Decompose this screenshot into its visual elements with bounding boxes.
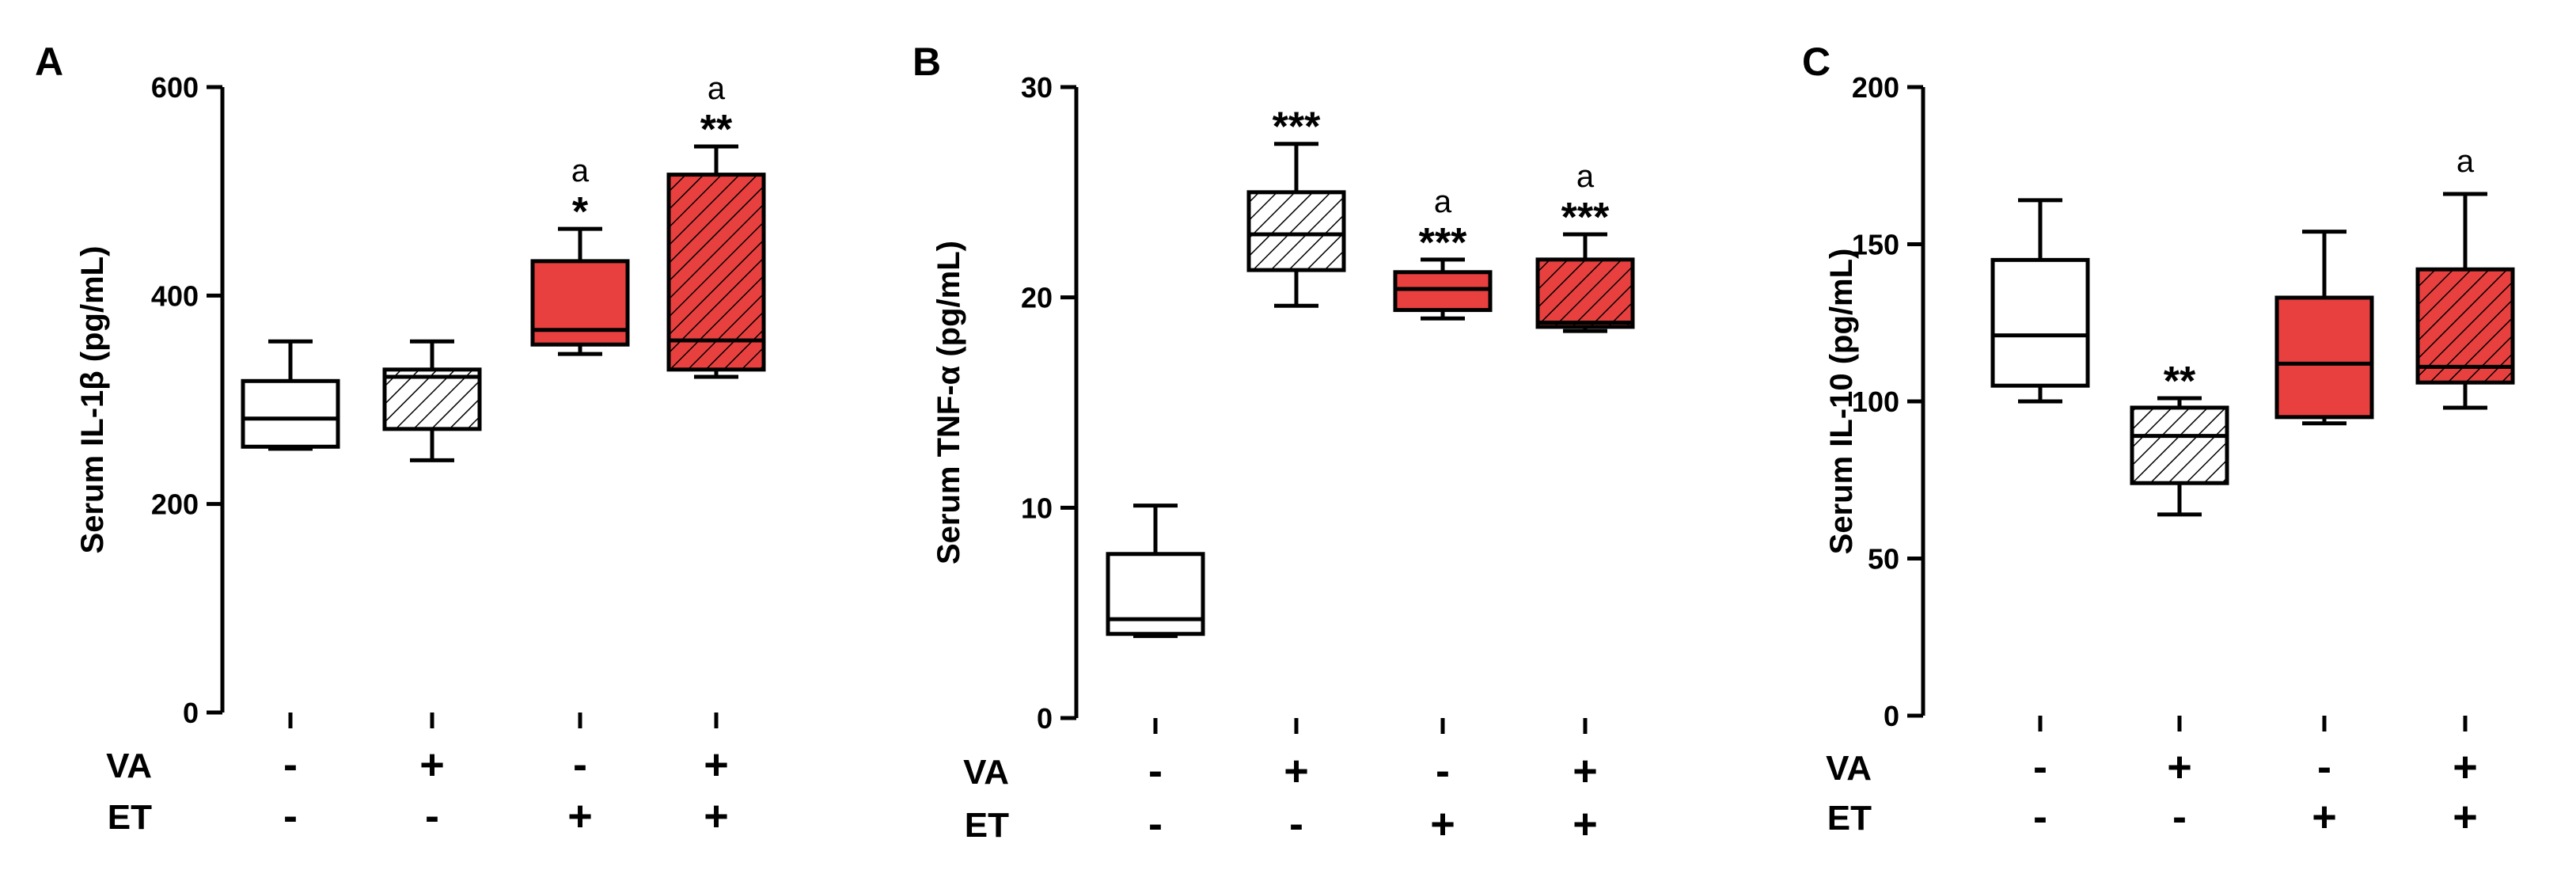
treatment-sign: - [1289,800,1303,848]
box-group-2 [382,339,482,462]
box-iqr [666,173,766,372]
treatment-row-label-va: VA [963,753,1009,792]
treatment-sign: + [1284,747,1309,795]
significance-letter: a [708,71,726,106]
box-group-2: ** [2130,359,2229,517]
treatment-sign: + [1573,747,1598,795]
treatment-sign: + [2453,793,2478,841]
box-iqr [1246,190,1346,272]
treatment-sign: + [704,792,729,840]
treatment-sign: + [2453,743,2478,791]
significance-marker: * [572,189,589,235]
box-group-3: *a [530,154,630,356]
significance-marker: *** [1561,195,1610,241]
y-tick-label: 200 [1852,71,1899,104]
box-iqr [2415,267,2515,385]
treatment-sign: - [283,741,298,788]
y-tick-label: 30 [1021,71,1053,104]
significance-marker: ** [700,107,733,153]
y-tick-label: 10 [1021,492,1053,524]
significance-letter: a [1576,159,1595,194]
significance-marker: *** [1273,104,1321,150]
treatment-sign: + [567,792,593,840]
significance-letter: a [2456,144,2475,179]
treatment-sign: - [573,741,587,788]
y-tick-label: 0 [1884,700,1899,732]
treatment-sign: - [1148,800,1163,848]
y-axis-label: Serum TNF-α (pg/mL) [931,241,966,564]
box-iqr [1535,257,1635,329]
significance-marker: ** [2164,359,2196,405]
treatment-sign: - [2317,743,2331,791]
box-group-4: **a [666,71,766,379]
treatment-row-label-et: ET [965,806,1009,845]
y-tick-label: 20 [1021,282,1053,314]
panel-letter: A [35,40,63,84]
y-axis-label: Serum IL-10 (pg/mL) [1824,249,1859,555]
box-iqr [2274,295,2374,420]
significance-letter: a [571,154,590,188]
treatment-sign: - [425,792,439,840]
box-group-4: ***a [1535,159,1635,333]
box-iqr [382,367,482,431]
box-iqr [2130,405,2229,485]
box-group-1 [1990,198,2090,404]
significance-letter: a [1434,184,1452,219]
treatment-sign: + [1573,800,1598,848]
box-group-1 [1106,504,1205,638]
treatment-row-label-va: VA [1826,749,1872,788]
panel-letter: C [1802,40,1831,84]
treatment-sign: - [2033,793,2047,841]
y-axis-label: Serum IL-1β (pg/mL) [75,246,110,554]
box-iqr [1393,270,1493,313]
treatment-sign: + [704,741,729,788]
y-tick-label: 100 [1852,386,1899,418]
treatment-row-label-et: ET [1827,799,1872,838]
box-iqr [530,259,630,347]
treatment-sign: + [1430,800,1455,848]
box-group-2: *** [1246,104,1346,308]
treatment-row-label-et: ET [108,798,152,837]
y-tick-label: 0 [1037,702,1053,735]
treatment-sign: + [2312,793,2337,841]
box-group-1 [241,339,340,451]
box-iqr [1990,257,2090,388]
treatment-sign: - [1436,747,1450,795]
treatment-sign: - [283,792,298,840]
box-iqr [1106,552,1205,636]
box-group-3: ***a [1393,184,1493,321]
significance-marker: *** [1419,220,1467,266]
treatment-sign: + [419,741,445,788]
y-tick-label: 0 [183,697,199,729]
y-tick-label: 400 [151,279,199,312]
box-group-4: a [2415,144,2515,410]
y-tick-label: 600 [151,71,199,104]
y-tick-label: 50 [1868,543,1899,576]
y-tick-label: 150 [1852,229,1899,261]
treatment-row-label-va: VA [106,747,152,785]
treatment-sign: - [2172,793,2187,841]
panel-letter: B [912,40,941,84]
box-group-3 [2274,230,2374,426]
treatment-sign: + [2167,743,2192,791]
treatment-sign: - [1148,747,1163,795]
box-iqr [241,378,340,449]
treatment-sign: - [2033,743,2047,791]
y-tick-label: 200 [151,488,199,521]
